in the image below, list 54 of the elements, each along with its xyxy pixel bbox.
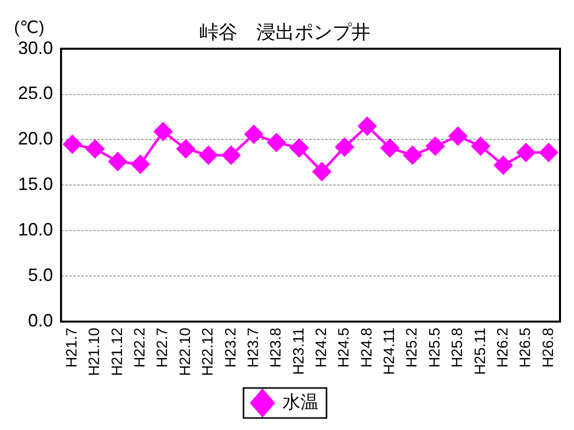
point <box>86 140 104 158</box>
point <box>471 136 490 156</box>
x-tick-label: H23.11 <box>290 328 308 375</box>
y-axis-title: (℃) <box>14 18 44 37</box>
point <box>494 156 513 174</box>
point <box>335 138 354 156</box>
point <box>403 146 422 164</box>
x-tick-label: H24.5 <box>336 328 353 368</box>
point <box>108 152 127 171</box>
point <box>312 162 332 181</box>
x-tick-label: H21.10 <box>86 328 104 376</box>
point <box>516 143 536 162</box>
x-tick-label: H24.11 <box>381 328 398 375</box>
point <box>290 138 308 158</box>
point <box>539 143 558 162</box>
point <box>154 122 172 141</box>
x-tick-label: H26.2 <box>494 328 512 368</box>
x-tick-label: H26.8 <box>540 328 557 368</box>
x-tick-label: H25.8 <box>449 328 466 368</box>
x-tick-label: H22.12 <box>200 328 217 376</box>
point <box>244 125 264 144</box>
y-tick-label: 5.0 <box>28 265 54 286</box>
legend-label: 水温 <box>282 392 318 412</box>
x-tick-label: H24.2 <box>312 328 330 368</box>
x-tick-label: H22.2 <box>132 328 149 368</box>
y-tick-label: 30.0 <box>18 38 54 58</box>
x-tick-label: H24.8 <box>358 328 376 368</box>
chart-title: 峠谷 浸出ポンプ井 <box>200 22 370 44</box>
point <box>63 135 82 154</box>
y-tick-label: 20.0 <box>18 128 54 149</box>
point <box>222 146 240 164</box>
x-tick-label: H21.7 <box>64 328 81 368</box>
y-tick-label: 0.0 <box>28 310 54 331</box>
point <box>380 138 400 158</box>
y-tick-label: 25.0 <box>18 83 54 104</box>
x-tick-label: H25.2 <box>404 328 421 368</box>
point <box>426 136 445 156</box>
y-tick-label: 15.0 <box>18 174 54 194</box>
point <box>267 133 286 152</box>
point <box>199 146 218 164</box>
point <box>131 155 150 174</box>
x-tick-label: H26.5 <box>517 328 534 368</box>
point <box>176 140 196 158</box>
y-tick-label: 10.0 <box>18 220 54 240</box>
x-tick-label: H22.10 <box>176 328 194 376</box>
x-tick-label: H21.12 <box>108 328 126 376</box>
x-tick-label: H22.7 <box>154 328 172 368</box>
x-tick-label: H25.11 <box>472 328 489 375</box>
x-tick-label: H23.8 <box>268 328 285 368</box>
x-tick-label: H25.5 <box>426 328 444 368</box>
point <box>448 126 468 146</box>
x-tick-label: H23.2 <box>222 328 240 368</box>
x-tick-label: H23.7 <box>244 328 262 368</box>
point <box>358 116 376 136</box>
